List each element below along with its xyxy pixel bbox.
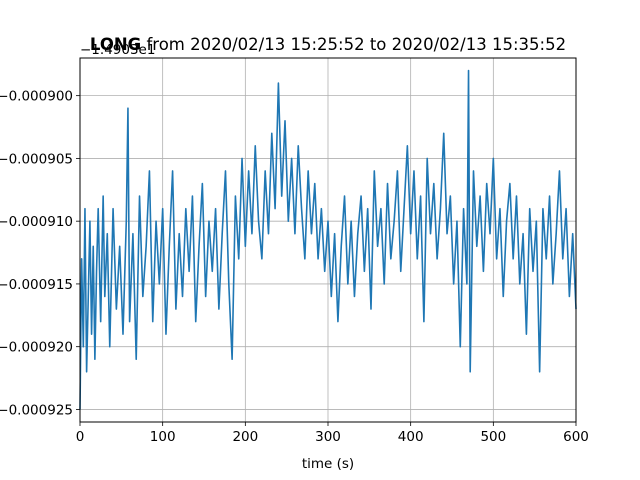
y-tick-label: −0.000925 (0, 402, 73, 418)
chart-title-rest: from 2020/02/13 15:25:52 to 2020/02/13 1… (141, 35, 566, 54)
y-tick-label: −0.000900 (0, 89, 73, 105)
y-ticks: −0.000925 −0.000920 −0.000915 −0.000910 −0.0… (0, 89, 80, 418)
x-tick-label: 500 (480, 429, 506, 445)
x-axis-label: time (s) (302, 456, 354, 472)
chart-title: LONG from 2020/02/13 15:25:52 to 2020/02… (90, 35, 566, 54)
x-ticks: 0 100 200 300 400 500 600 (76, 422, 589, 445)
y-offset-text: −1.4903e1 (80, 42, 155, 58)
x-tick-label: 600 (563, 429, 589, 445)
y-tick-label: −0.000920 (0, 340, 73, 356)
x-tick-label: 400 (398, 429, 424, 445)
x-tick-label: 100 (150, 429, 176, 445)
x-tick-label: 300 (315, 429, 341, 445)
series-line (79, 69, 577, 410)
series-layer (79, 69, 577, 410)
x-tick-label: 0 (76, 429, 85, 445)
y-tick-label: −0.000910 (0, 214, 73, 230)
y-tick-label: −0.000905 (0, 151, 73, 167)
chart-title-bold: LONG (90, 35, 141, 54)
x-tick-label: 200 (232, 429, 258, 445)
y-tick-label: −0.000915 (0, 277, 73, 293)
